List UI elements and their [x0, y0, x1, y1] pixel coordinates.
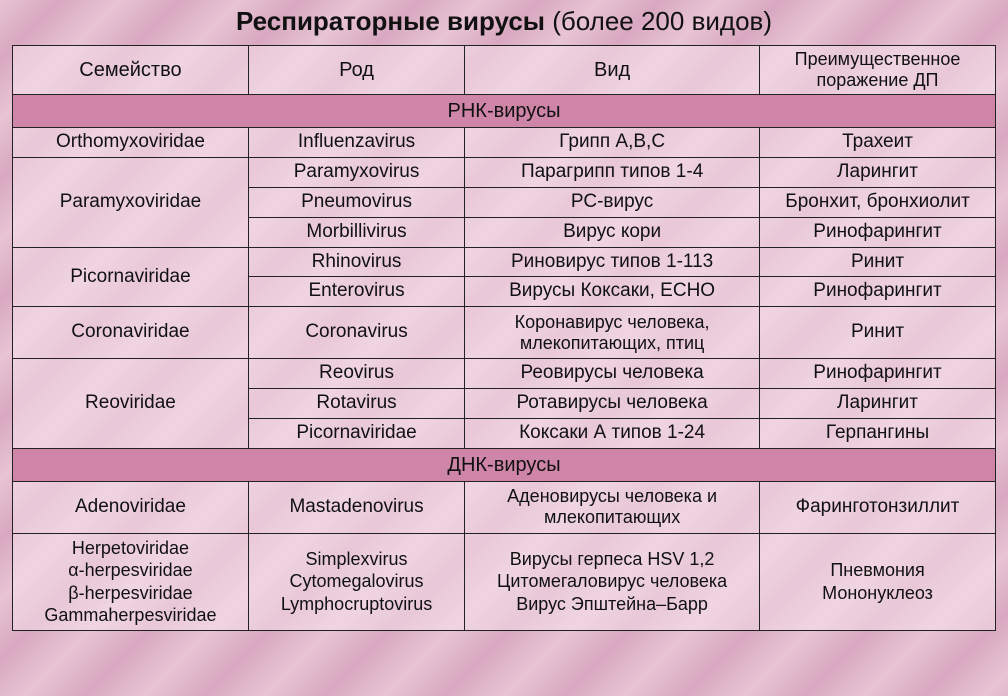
page-title: Респираторные вирусы (более 200 видов): [12, 6, 996, 37]
species-l2: Цитомегаловирус человека: [497, 571, 727, 591]
section-rna: РНК-вирусы: [13, 95, 996, 128]
genus-l1: Simplexvirus: [306, 549, 408, 569]
fam-l3: β-herpesviridae: [68, 583, 192, 603]
cell-lesion: Трахеит: [760, 128, 996, 158]
cell-genus: Influenzavirus: [248, 128, 464, 158]
cell-species: Вирусы Коксаки, ECHO: [465, 277, 760, 307]
lesion-l1: Пневмония: [830, 560, 924, 580]
cell-family: Adenoviridae: [13, 481, 249, 533]
cell-genus: Rotavirus: [248, 389, 464, 419]
col-genus: Род: [248, 46, 464, 95]
table-row: Paramyxoviridae Paramyxovirus Парагрипп …: [13, 158, 996, 188]
species-l3: Вирус Эпштейна–Барр: [516, 594, 708, 614]
cell-species: Реовирусы человека: [465, 359, 760, 389]
table-row: Orthomyxoviridae Influenzavirus Грипп A,…: [13, 128, 996, 158]
cell-genus: Pneumovirus: [248, 188, 464, 218]
col-family: Семейство: [13, 46, 249, 95]
table-row: Herpetoviridae α-herpesviridae β-herpesv…: [13, 533, 996, 630]
cell-family: Paramyxoviridae: [13, 158, 249, 247]
cell-species: Вирусы герпеса HSV 1,2 Цитомегаловирус ч…: [465, 533, 760, 630]
cell-lesion: Фаринготонзиллит: [760, 481, 996, 533]
cell-genus: Mastadenovirus: [248, 481, 464, 533]
cell-lesion: Ринофарингит: [760, 217, 996, 247]
cell-family: Orthomyxoviridae: [13, 128, 249, 158]
cell-lesion: Ринофарингит: [760, 359, 996, 389]
title-bold: Респираторные вирусы: [236, 6, 545, 36]
cell-species: Грипп A,B,C: [465, 128, 760, 158]
cell-species: Коксаки А типов 1-24: [465, 418, 760, 448]
cell-lesion: Ринит: [760, 307, 996, 359]
cell-species: РС-вирус: [465, 188, 760, 218]
genus-l2: Cytomegalovirus: [290, 571, 424, 591]
fam-l2: α-herpesviridae: [68, 560, 192, 580]
cell-species: Риновирус типов 1-113: [465, 247, 760, 277]
cell-family: Reoviridae: [13, 359, 249, 448]
table-row: Picornaviridae Rhinovirus Риновирус типо…: [13, 247, 996, 277]
cell-lesion: Ларингит: [760, 158, 996, 188]
cell-genus: Morbillivirus: [248, 217, 464, 247]
cell-lesion: Бронхит, бронхиолит: [760, 188, 996, 218]
cell-family: Herpetoviridae α-herpesviridae β-herpesv…: [13, 533, 249, 630]
title-rest: (более 200 видов): [545, 6, 772, 36]
species-l1: Вирусы герпеса HSV 1,2: [510, 549, 715, 569]
cell-species: Коронавирус человека, млекопитающих, пти…: [465, 307, 760, 359]
section-dna: ДНК-вирусы: [13, 448, 996, 481]
cell-genus: Enterovirus: [248, 277, 464, 307]
page-container: Респираторные вирусы (более 200 видов) С…: [0, 0, 1008, 696]
col-species: Вид: [465, 46, 760, 95]
cell-lesion: Герпангины: [760, 418, 996, 448]
fam-l1: Herpetoviridae: [72, 538, 189, 558]
header-row: Семейство Род Вид Преимущественное пораж…: [13, 46, 996, 95]
cell-species: Вирус кори: [465, 217, 760, 247]
cell-species: Ротавирусы человека: [465, 389, 760, 419]
cell-lesion: Ринофарингит: [760, 277, 996, 307]
cell-family: Picornaviridae: [13, 247, 249, 307]
table-row: Adenoviridae Mastadenovirus Аденовирусы …: [13, 481, 996, 533]
cell-genus: Coronavirus: [248, 307, 464, 359]
table-row: Reoviridae Reovirus Реовирусы человека Р…: [13, 359, 996, 389]
section-dna-label: ДНК-вирусы: [13, 448, 996, 481]
cell-genus: Reovirus: [248, 359, 464, 389]
cell-family: Coronaviridae: [13, 307, 249, 359]
genus-l3: Lymphocruptovirus: [281, 594, 432, 614]
table-row: Coronaviridae Coronavirus Коронавирус че…: [13, 307, 996, 359]
fam-l4: Gammaherpesviridae: [44, 605, 216, 625]
virus-table: Семейство Род Вид Преимущественное пораж…: [12, 45, 996, 631]
cell-genus: Picornaviridae: [248, 418, 464, 448]
cell-species: Парагрипп типов 1-4: [465, 158, 760, 188]
lesion-l2: Мононуклеоз: [822, 583, 933, 603]
cell-lesion: Пневмония Мононуклеоз: [760, 533, 996, 630]
col-lesion: Преимущественное поражение ДП: [760, 46, 996, 95]
cell-genus: Rhinovirus: [248, 247, 464, 277]
cell-lesion: Ларингит: [760, 389, 996, 419]
cell-species: Аденовирусы человека и млекопитающих: [465, 481, 760, 533]
cell-lesion: Ринит: [760, 247, 996, 277]
cell-genus: Simplexvirus Cytomegalovirus Lymphocrupt…: [248, 533, 464, 630]
section-rna-label: РНК-вирусы: [13, 95, 996, 128]
cell-genus: Paramyxovirus: [248, 158, 464, 188]
